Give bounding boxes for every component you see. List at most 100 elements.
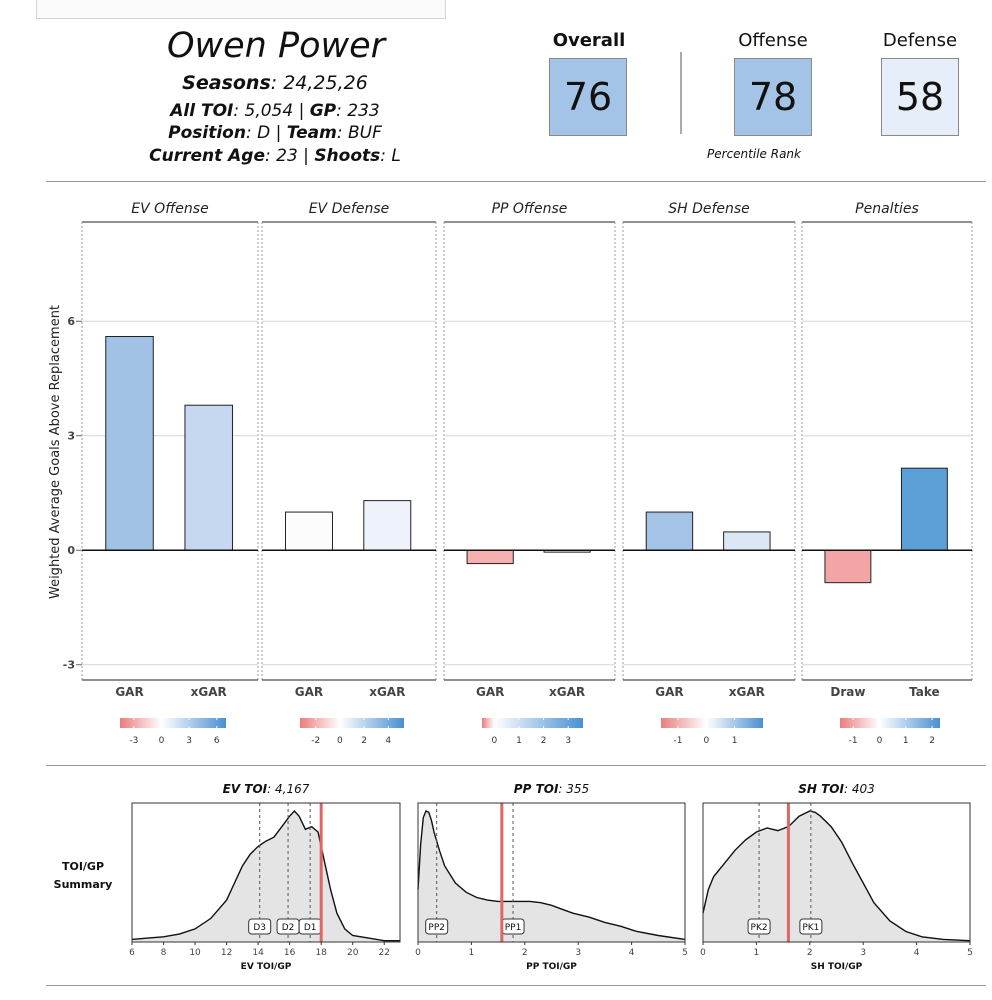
toi-title-value: : 4,167 [267, 782, 310, 796]
x-tick-label: 1 [754, 948, 760, 958]
panel-title: EV Offense [131, 201, 208, 217]
marker-label-box [248, 918, 272, 935]
legend-tick-label: 6 [214, 736, 220, 746]
offense-rank-box: 78 [734, 58, 812, 136]
x-tick-label: 5 [967, 948, 973, 958]
shoots-value: : L [380, 146, 401, 166]
x-tick-label: 4 [629, 948, 635, 958]
toi-summary-line-2: Summary [53, 878, 113, 891]
offense-label: Offense [738, 30, 808, 51]
x-tick-label: xGAR [549, 685, 585, 699]
marker-label: D3 [253, 923, 266, 933]
age-label: Current Age [149, 146, 265, 166]
legend-tick-label: -2 [311, 736, 320, 746]
legend-tick-label: 2 [929, 736, 935, 746]
team-value: : BUF [336, 123, 382, 143]
x-tick-label: 4 [914, 948, 920, 958]
legend-tick-label: 0 [337, 736, 343, 746]
toi-chart-title: PP TOI: 355 [514, 782, 589, 796]
panel-title: EV Defense [309, 201, 390, 217]
density-area [132, 811, 400, 942]
overall-rank-box: 76 [549, 58, 627, 136]
toi-title-value: : 355 [558, 782, 589, 796]
legend-tick-label: -1 [849, 736, 858, 746]
shoots-label: Shoots [314, 146, 381, 166]
legend-tick-label: 4 [385, 736, 391, 746]
x-tick-label: 3 [860, 948, 866, 958]
x-tick-label: GAR [476, 685, 504, 699]
color-legend-bar [300, 718, 404, 728]
seasons-value: : 24,25,26 [270, 72, 368, 94]
x-tick-label: 2 [522, 948, 528, 958]
y-tick-label: -3 [63, 659, 75, 672]
toi-chart-title: EV TOI: 4,167 [223, 782, 310, 796]
marker-label-box [799, 918, 823, 935]
team-label: Team [286, 123, 337, 143]
marker-label: D2 [282, 923, 295, 933]
x-tick-label: Take [909, 685, 940, 699]
bar-xgar [363, 500, 412, 551]
toi-label: All TOI [170, 101, 234, 121]
player-age-shoots: Current Age: 23 | Shoots: L [120, 146, 430, 166]
toi-summary-label: TOI/GP Summary [40, 858, 126, 894]
x-axis-label: SH TOI/GP [811, 962, 863, 972]
toi-chart-frame [131, 802, 401, 943]
gp-label: GP [309, 101, 337, 121]
legend-tick-label: -3 [129, 736, 138, 746]
marker-label-box [425, 918, 449, 935]
player-seasons: Seasons: 24,25,26 [120, 72, 430, 94]
toi-chart-title: SH TOI: 403 [798, 782, 874, 796]
defense-rank-box: 58 [881, 58, 959, 136]
x-tick-label: 16 [284, 948, 296, 958]
legend-tick-label: 2 [541, 736, 547, 746]
toi-chart-frame [702, 802, 971, 943]
color-legend-bar [482, 718, 583, 728]
x-tick-label: 18 [315, 948, 327, 958]
player-toi-gp: All TOI: 5,054 | GP: 233 [120, 101, 430, 121]
density-area [703, 811, 970, 942]
toi-title-value: : 403 [844, 782, 875, 796]
bar-gar [284, 511, 333, 551]
legend-tick-label: 1 [903, 736, 909, 746]
marker-label: D1 [304, 923, 317, 933]
x-tick-label: xGAR [369, 685, 405, 699]
legend-tick-label: 0 [491, 736, 497, 746]
position-value: : D | [245, 123, 287, 143]
x-tick-label: 22 [379, 948, 390, 958]
legend-tick-label: 0 [159, 736, 165, 746]
x-tick-label: 8 [161, 948, 167, 958]
section-divider-middle [46, 765, 986, 766]
x-tick-label: 20 [347, 948, 359, 958]
position-label: Position [168, 123, 246, 143]
y-tick-label: 3 [67, 430, 75, 443]
panel-title: SH Defense [668, 201, 750, 217]
x-tick-label: GAR [295, 685, 323, 699]
toi-title-label: PP TOI [514, 782, 559, 796]
density-line [702, 810, 971, 942]
x-axis-label: EV TOI/GP [241, 962, 292, 972]
bar-gar [645, 511, 694, 551]
gp-value: : 233 [336, 101, 380, 121]
x-tick-label: 3 [575, 948, 581, 958]
toi-chart-frame [417, 802, 686, 943]
marker-label-box [747, 918, 771, 935]
player-name: Owen Power [166, 26, 386, 66]
legend-tick-label: 1 [516, 736, 522, 746]
x-tick-label: 1 [469, 948, 475, 958]
x-tick-label: 0 [700, 948, 706, 958]
age-value: : 23 | [265, 146, 315, 166]
rank-divider [680, 52, 682, 134]
color-legend-bar [840, 718, 940, 728]
color-legend-bar [661, 718, 763, 728]
seasons-label: Seasons [182, 72, 271, 94]
legend-tick-label: 3 [565, 736, 571, 746]
legend-tick-label: 2 [361, 736, 367, 746]
toi-value: : 5,054 | [233, 101, 310, 121]
marker-label: PP1 [505, 923, 522, 933]
density-area [418, 811, 685, 942]
search-box[interactable] [36, 0, 446, 19]
marker-label: PK1 [802, 923, 819, 933]
y-tick-label: 6 [67, 315, 75, 328]
